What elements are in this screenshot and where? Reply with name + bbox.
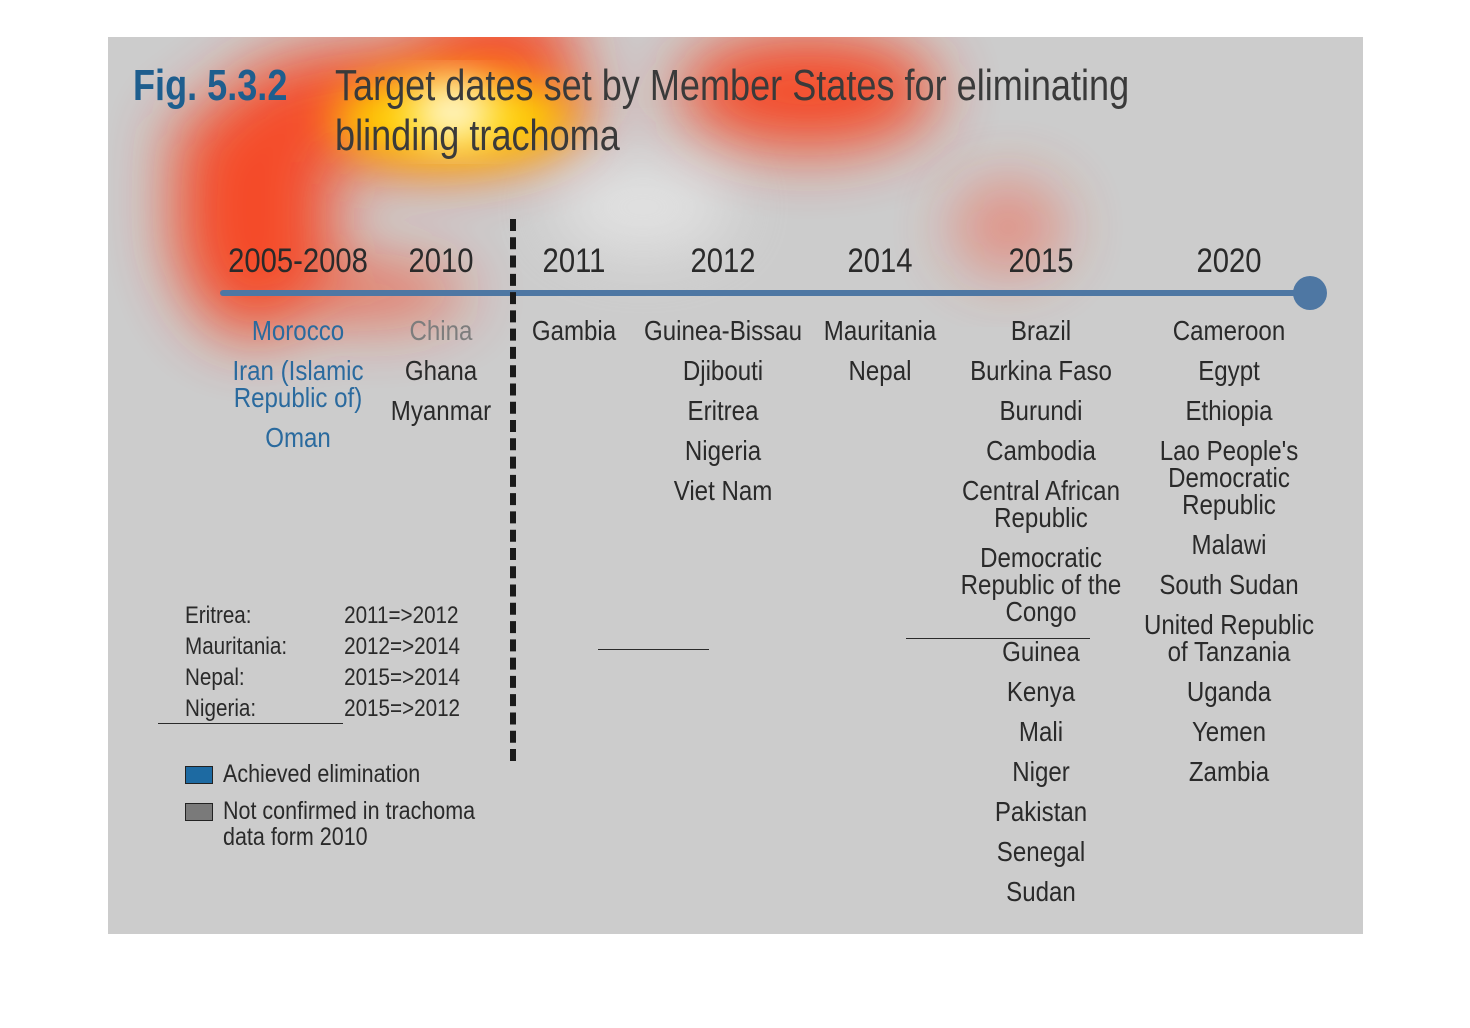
country-name: South Sudan <box>1159 569 1299 600</box>
year-label: 2005-2008 <box>228 242 368 280</box>
figure-title-line-2: blinding trachoma <box>335 111 620 160</box>
date-change-row: Nigeria: 2015=>2012 <box>185 693 460 724</box>
country-name: United Republic of Tanzania <box>1143 609 1314 667</box>
date-change-value: 2011=>2012 <box>344 602 459 629</box>
country-name: Central African Republic <box>962 475 1120 533</box>
country-name: Morocco <box>251 315 345 346</box>
country-name: Democratic Republic of the Congo <box>960 542 1122 627</box>
country-name: Djibouti <box>682 355 764 386</box>
date-change-country: Nigeria: <box>185 695 257 722</box>
country-name: Burkina Faso <box>970 355 1112 386</box>
country-list: Brazil Burkina Faso Burundi Cambodia Central… <box>938 317 1144 918</box>
country-name: Burundi <box>999 395 1083 426</box>
legend-item-achieved: Achieved elimination <box>185 761 523 787</box>
country-name: Uganda <box>1186 676 1272 707</box>
date-change-country: Nepal: <box>185 664 245 691</box>
figure-number: Fig. 5.3.2 <box>133 61 288 110</box>
date-change-value: 2012=>2014 <box>344 633 461 660</box>
legend-label: Achieved elimination <box>223 760 421 788</box>
country-list: Guinea-Bissau Djibouti Eritrea Nigeria Viet … <box>620 317 826 517</box>
country-name: Senegal <box>996 836 1086 867</box>
not-confirmed-swatch <box>185 803 213 821</box>
country-name: China <box>409 315 473 346</box>
figure-title: Target dates set by Member States for el… <box>335 61 1155 161</box>
underline-rule <box>906 638 1090 639</box>
country-name: Sudan <box>1006 876 1076 907</box>
country-list: Morocco Iran (Islamic Republic of) Oman <box>195 317 401 464</box>
country-name: Nepal <box>848 355 912 386</box>
country-name: Ethiopia <box>1185 395 1273 426</box>
country-name: Iran (Islamic Republic of) <box>232 355 364 413</box>
country-name: Gambia <box>531 315 617 346</box>
country-name: Mauritania <box>823 315 937 346</box>
legend-item-not-confirmed: Not confirmed in trachoma data form 2010 <box>185 798 523 850</box>
date-change-value: 2015=>2012 <box>344 695 461 722</box>
country-name: Cambodia <box>986 435 1096 466</box>
date-change-row: Eritrea: 2011=>2012 <box>185 600 460 631</box>
achieved-divider-line <box>510 219 516 761</box>
achieved-swatch <box>185 766 213 784</box>
legend: Achieved elimination Not confirmed in tr… <box>185 761 523 861</box>
country-name: Lao People's Democratic Republic <box>1159 435 1299 520</box>
country-name: Guinea-Bissau <box>644 315 802 346</box>
year-label: 2014 <box>847 242 913 280</box>
country-name: Guinea <box>1002 636 1080 667</box>
year-label: 2010 <box>408 242 474 280</box>
country-name: Zambia <box>1188 756 1270 787</box>
timeline-end-marker <box>1293 276 1327 310</box>
year-label: 2012 <box>690 242 756 280</box>
country-name: Pakistan <box>994 796 1088 827</box>
date-change-country: Mauritania: <box>185 633 288 660</box>
figure-title-line-1: Target dates set by Member States for el… <box>335 61 1130 110</box>
country-list: Mauritania Nepal <box>777 317 983 397</box>
country-name: Brazil <box>1010 315 1072 346</box>
country-name: Eritrea <box>687 395 759 426</box>
figure-panel: Fig. 5.3.2 Target dates set by Member St… <box>108 37 1363 934</box>
country-name: Nigeria <box>684 435 762 466</box>
country-name: Ghana <box>404 355 478 386</box>
country-name: Viet Nam <box>673 475 773 506</box>
country-name: Mali <box>1018 716 1064 747</box>
underline-rule <box>158 723 343 724</box>
date-change-value: 2015=>2014 <box>344 664 461 691</box>
year-label: 2015 <box>1008 242 1074 280</box>
legend-label: Not confirmed in trachoma data form 2010 <box>223 797 476 851</box>
country-name: Egypt <box>1198 355 1260 386</box>
country-name: Cameroon <box>1172 315 1286 346</box>
date-change-row: Nepal: 2015=>2014 <box>185 662 460 693</box>
country-name: Oman <box>265 422 331 453</box>
timeline-axis <box>220 290 1310 296</box>
country-name: Niger <box>1012 756 1070 787</box>
date-change-row: Mauritania: 2012=>2014 <box>185 631 460 662</box>
date-changes-list: Eritrea: 2011=>2012 Mauritania: 2012=>2014 N… <box>185 600 460 724</box>
country-name: Myanmar <box>390 395 492 426</box>
country-name: Malawi <box>1191 529 1267 560</box>
country-list: Cameroon Egypt Ethiopia Lao People's Democr… <box>1126 317 1332 798</box>
year-label: 2020 <box>1196 242 1262 280</box>
underline-rule <box>598 649 709 650</box>
country-list: Gambia <box>471 317 677 357</box>
date-change-country: Eritrea: <box>185 602 252 629</box>
country-name: Yemen <box>1191 716 1267 747</box>
country-name: Kenya <box>1006 676 1076 707</box>
country-list: China Ghana Myanmar <box>338 317 544 437</box>
year-label: 2011 <box>542 242 606 280</box>
